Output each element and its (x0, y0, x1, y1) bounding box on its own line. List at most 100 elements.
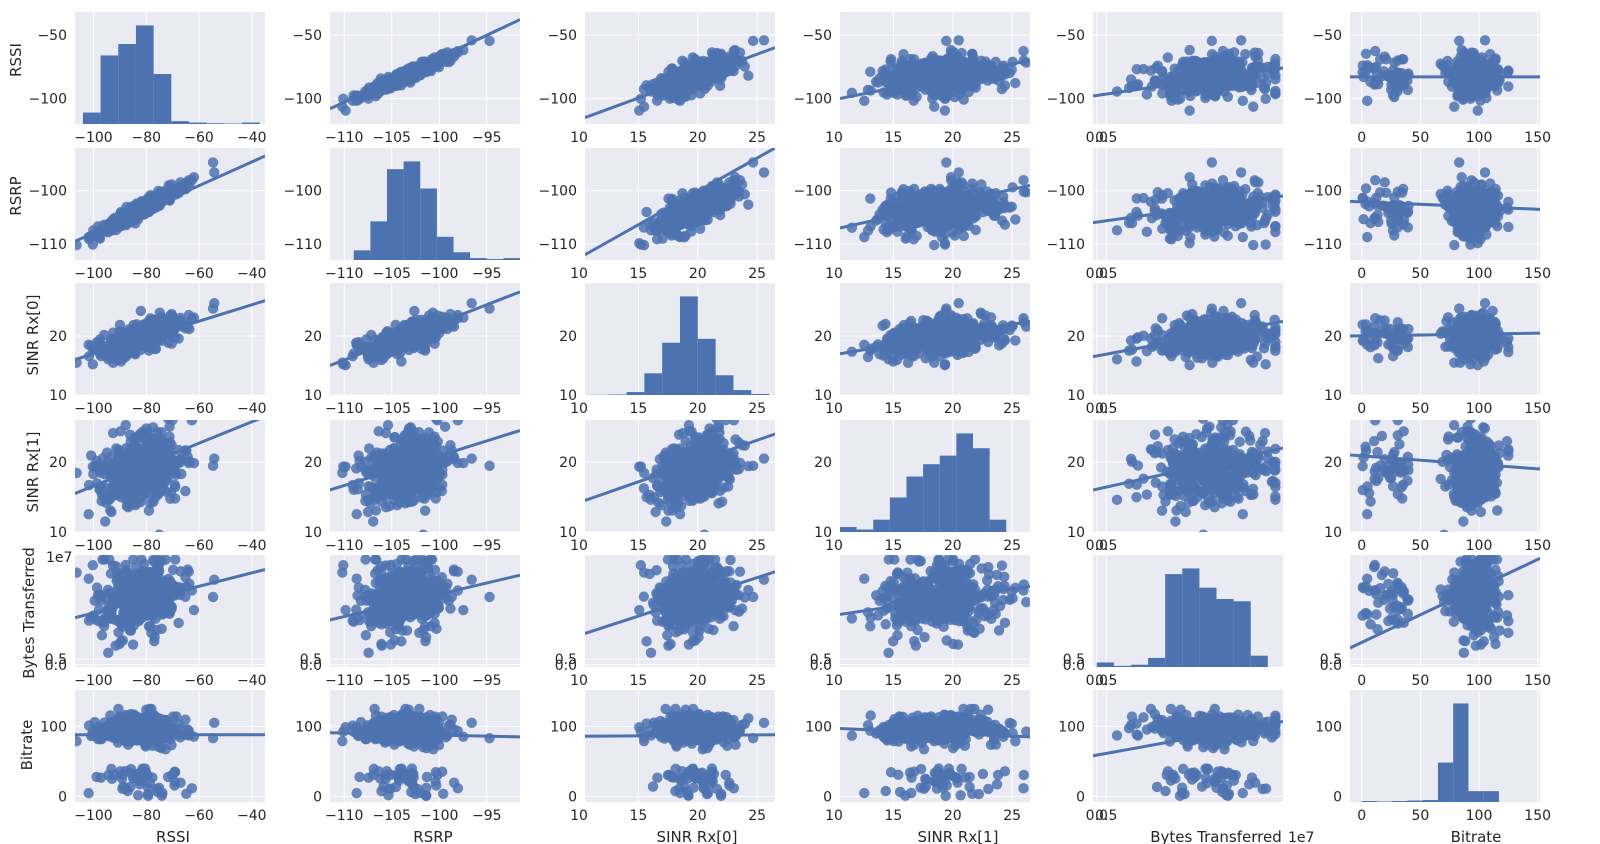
y-tick-label: −100 (1304, 92, 1342, 108)
scatter-point (1503, 221, 1514, 233)
y-tick-label: −100 (1047, 184, 1085, 200)
scatter-point (1180, 84, 1191, 96)
scatter-point (1141, 226, 1153, 238)
scatter-point (1456, 186, 1467, 197)
x-tick-label: −105 (373, 266, 411, 282)
y-tick-label: −110 (1047, 237, 1085, 253)
scatter-point (1402, 69, 1414, 81)
scatter-point (1131, 64, 1142, 75)
scatter-point (1361, 231, 1373, 243)
scatter-point (929, 239, 940, 251)
histogram-bar (436, 236, 454, 260)
scatter-point (880, 76, 891, 88)
scatter-point (919, 57, 931, 68)
scatter-point (953, 167, 964, 178)
scatter-point (1397, 183, 1409, 195)
scatter-point (758, 35, 770, 46)
scatter-point (1260, 239, 1271, 250)
scatter-point (1435, 58, 1446, 69)
scatter-point (983, 196, 995, 208)
x-tick-label: 20 (944, 130, 962, 146)
scatter-point (634, 105, 645, 116)
x-tick-label: −110 (325, 130, 363, 146)
scatter-point (670, 215, 681, 227)
scatter-point (942, 53, 953, 64)
scatter-point (1389, 192, 1400, 203)
x-tick-label: 25 (748, 130, 766, 146)
scatter-point (1357, 60, 1369, 71)
scatter-point (920, 209, 931, 220)
scatter-point (994, 70, 1006, 82)
scatter-point (1021, 187, 1030, 198)
regression-line (585, 148, 775, 256)
x-tick-label: −110 (325, 266, 363, 282)
scatter-point (1218, 186, 1229, 198)
scatter-point (1260, 93, 1271, 105)
histogram-bar (153, 74, 172, 124)
scatter-point (183, 309, 194, 321)
scatter-point (941, 157, 952, 168)
scatter-point (941, 35, 952, 47)
scatter-point (111, 354, 123, 366)
x-tick-label: 15 (885, 130, 903, 146)
x-tick-label: 0.0 (1086, 130, 1108, 146)
scatter-point (154, 307, 165, 318)
scatter-point (699, 78, 710, 89)
scatter-point (173, 333, 184, 344)
x-tick-label: −100 (74, 130, 112, 146)
scatter-point (1018, 45, 1029, 57)
scatter-point (1186, 215, 1198, 226)
scatter-point (705, 186, 716, 198)
scatter-point (1258, 82, 1270, 93)
y-tick-label: −100 (794, 92, 832, 108)
scatter-point (1249, 175, 1260, 186)
scatter-point (1235, 167, 1247, 178)
scatter-point (1031, 68, 1041, 78)
scatter-point (1184, 105, 1195, 116)
scatter-point (1402, 84, 1414, 96)
scatter-point (1374, 54, 1386, 65)
scatter-point (908, 234, 919, 245)
scatter-point (166, 308, 177, 320)
scatter-point (1180, 225, 1191, 236)
scatter-point (156, 335, 168, 346)
histogram-bar (370, 221, 387, 260)
scatter-point (933, 78, 944, 89)
scatter-point (1270, 206, 1281, 217)
scatter-point (1240, 49, 1251, 60)
scatter-point (1464, 196, 1475, 208)
scatter-point (1492, 190, 1504, 201)
scatter-point (641, 206, 652, 218)
x-tick-label: 10 (570, 266, 588, 282)
scatter-point (1479, 167, 1491, 178)
scatter-point (1456, 44, 1467, 56)
scatter-point (1191, 86, 1202, 97)
scatter-point (75, 239, 82, 251)
scatter-points (634, 157, 770, 251)
scatter-point (910, 217, 922, 229)
scatter-point (694, 88, 706, 99)
scatter-point (165, 186, 177, 198)
x-tick-label: 0.5 (1095, 266, 1117, 282)
y-tick-label: −110 (794, 237, 832, 253)
x-tick-label: −105 (373, 130, 411, 146)
scatter-point (920, 216, 931, 228)
scatter-point (1156, 190, 1168, 201)
x-tick-label: −100 (74, 266, 112, 282)
y-tick-label: −100 (284, 184, 322, 200)
scatter-point (466, 297, 477, 309)
scatter-point (887, 63, 898, 75)
scatter-point (1270, 88, 1281, 99)
scatter-point (1249, 47, 1260, 58)
x-tick-label: 25 (748, 266, 766, 282)
scatter-point (1389, 57, 1400, 68)
scatter-point (983, 68, 995, 79)
scatter-point (747, 35, 759, 47)
x-tick-label: 25 (1003, 130, 1021, 146)
x-tick-label: 0 (1357, 266, 1366, 282)
scatter-point (865, 193, 876, 204)
histogram-bar (486, 259, 504, 260)
scatter-point (1473, 63, 1485, 75)
